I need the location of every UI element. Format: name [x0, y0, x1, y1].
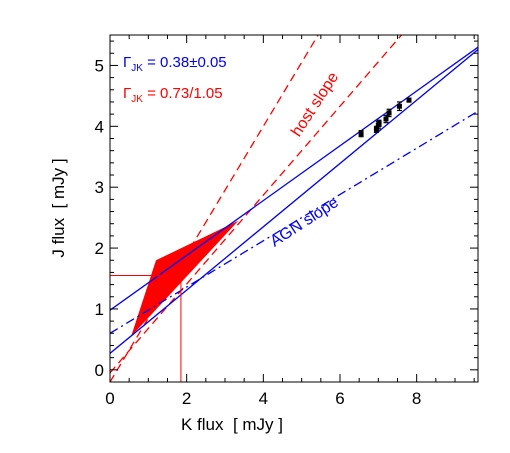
- agn-fit-line: [110, 110, 478, 334]
- gamma-agn-label: ΓJK = 0.38±0.05: [123, 54, 227, 74]
- x-tick-label: 4: [259, 389, 268, 408]
- point-marker: [383, 116, 389, 122]
- host-region: [131, 220, 239, 337]
- data-point-4: [376, 119, 382, 127]
- point-marker: [406, 97, 412, 103]
- plot-frame: [109, 34, 479, 383]
- gamma-host-symbol: Γ: [123, 85, 131, 102]
- tick-labels: 0 2 4 6 8 0 1 2 3 4 5: [95, 56, 422, 408]
- y-axis-title: J flux [ mJy ]: [49, 158, 68, 257]
- agn-bound-line-2: [110, 48, 478, 354]
- point-marker: [373, 126, 379, 132]
- y-tick-label: 0: [95, 361, 104, 380]
- host-slope-line-1: [110, 35, 403, 374]
- y-tick-label: 5: [95, 56, 104, 75]
- point-marker: [386, 110, 392, 116]
- data-point-6: [386, 108, 392, 118]
- data-point-7: [396, 101, 402, 112]
- agn-slope-label: AGN slope: [267, 194, 341, 250]
- point-marker: [358, 131, 364, 137]
- axis-ticks: [109, 35, 478, 382]
- data-point-8: [406, 97, 412, 103]
- x-axis-title: K flux [ mJy ]: [181, 415, 283, 434]
- gamma-agn-value: = 0.38±0.05: [143, 54, 227, 71]
- gamma-host-label: ΓJK = 0.73/1.05: [123, 85, 223, 105]
- y-tick-label: 4: [95, 117, 104, 136]
- host-slope-label: host slope: [288, 69, 342, 140]
- x-tick-label: 6: [335, 389, 344, 408]
- point-marker: [376, 120, 382, 126]
- x-tick-label: 2: [182, 389, 191, 408]
- data-point-1: [358, 129, 364, 138]
- x-tick-label: 8: [412, 389, 421, 408]
- x-tick-label: 0: [105, 389, 114, 408]
- y-tick-label: 1: [95, 300, 104, 319]
- point-marker: [396, 103, 402, 109]
- gamma-agn-symbol: Γ: [123, 54, 131, 71]
- gamma-host-value: = 0.73/1.05: [143, 85, 223, 102]
- gamma-host-subscript: JK: [131, 94, 143, 105]
- y-tick-label: 2: [95, 239, 104, 258]
- y-tick-label: 3: [95, 178, 104, 197]
- agn-bound-line-1: [110, 46, 478, 311]
- gamma-agn-subscript: JK: [131, 63, 143, 74]
- host-slope-line-2: [110, 35, 319, 382]
- plot-area: [110, 35, 478, 382]
